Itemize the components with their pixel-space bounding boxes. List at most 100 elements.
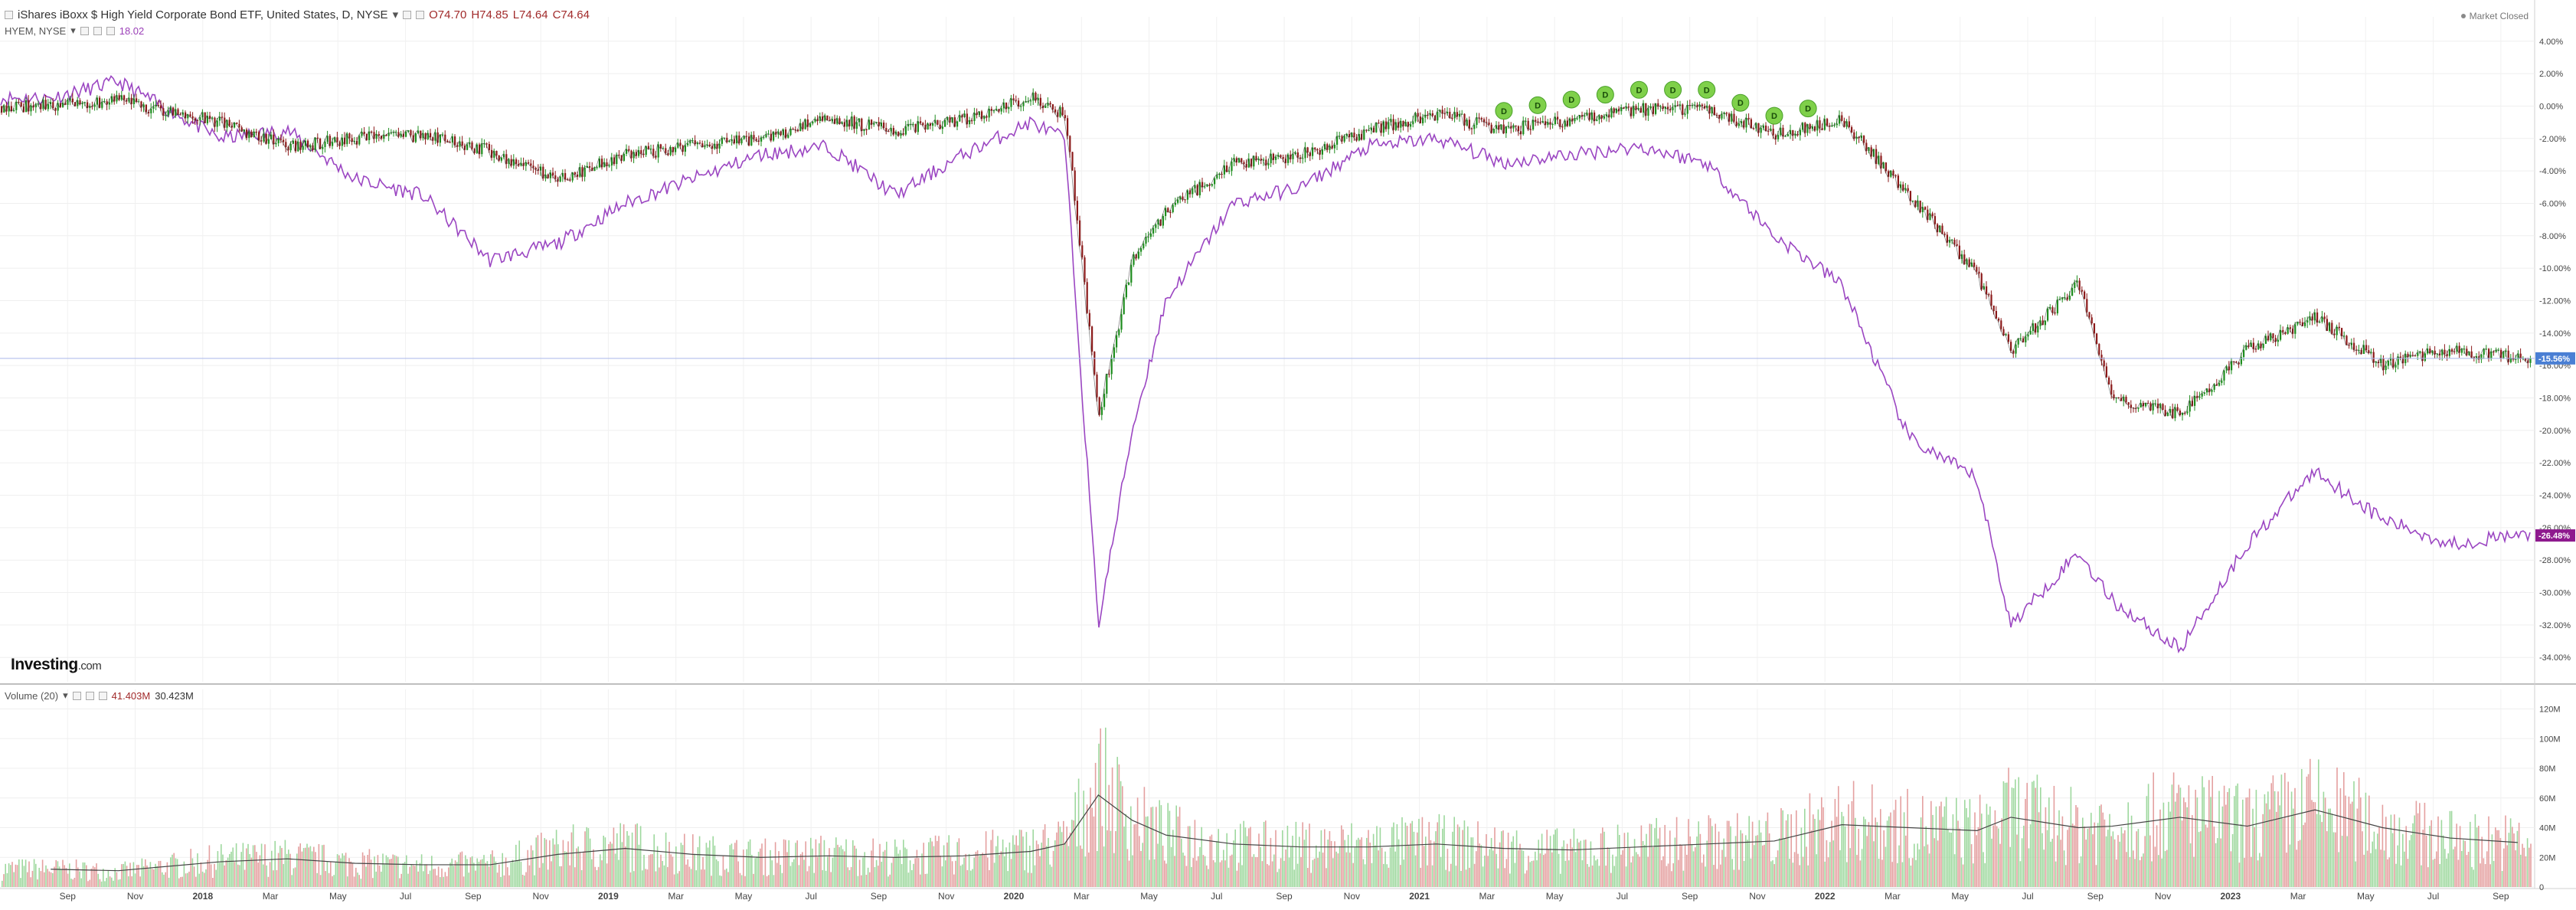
volume-bar [2425,835,2427,887]
dividend-marker[interactable]: D [1596,86,1614,104]
dividend-marker[interactable]: D [1698,80,1716,99]
volume-bar [2244,857,2245,887]
volume-bar [2286,853,2287,887]
title-dropdown-icon[interactable]: ▾ [392,8,399,21]
candle-body [236,123,238,124]
dividend-marker[interactable]: D [1799,100,1817,118]
candle-body [221,116,224,118]
volume-bar [1484,855,1486,887]
compare-hide-icon[interactable] [93,26,102,35]
volume-bar [165,872,166,887]
volume-bar [1721,849,1723,887]
candle-body [1179,196,1182,200]
volume-bar [643,854,645,887]
volume-bar [518,840,520,887]
volume-bar [2301,768,2303,887]
volume-bar [537,835,539,887]
dividend-marker[interactable]: D [1765,106,1783,125]
candle-body [724,137,726,139]
volume-bar [180,876,181,887]
candle-body [469,142,471,145]
dividend-marker[interactable]: D [1495,102,1513,120]
candle-body [2206,388,2208,393]
candle-body [1909,191,1911,201]
volume-bar [1943,806,1946,887]
candle-body [1149,233,1152,237]
volume-bar [1361,837,1362,887]
candle-body [2056,300,2058,314]
candle-body [1368,129,1370,131]
volume-bar [1322,853,1324,887]
compare-remove-icon[interactable] [106,26,115,35]
volume-bar [2124,830,2126,887]
volume-bar [406,855,407,887]
collapse-toggle-icon[interactable] [5,10,13,19]
volume-bar [1501,831,1502,887]
candle-body [1186,190,1188,200]
volume-bar [1564,860,1567,887]
volume-settings-icon[interactable] [72,691,81,700]
settings-square-icon[interactable] [403,10,412,19]
volume-bar [204,872,205,887]
volume-bar [840,845,842,887]
volume-bar [381,871,382,887]
volume-bar [1737,813,1738,887]
compare-settings-icon[interactable] [80,26,89,35]
compare-dropdown-icon[interactable]: ▾ [70,25,76,36]
volume-bar [1334,841,1335,887]
volume-bar [2346,836,2348,887]
volume-bar [1443,815,1445,887]
candle-body [1326,144,1329,150]
volume-bar [1046,846,1048,887]
volume-bar [562,840,564,887]
volume-bar [2110,836,2112,887]
volume-bar [2483,858,2485,887]
volume-bar [2161,858,2162,887]
candle-body [2184,413,2186,414]
volume-bar [1145,817,1147,887]
hide-square-icon[interactable] [416,10,425,19]
volume-bar [1994,810,1996,887]
dividend-marker[interactable]: D [1562,90,1581,109]
volume-hide-icon[interactable] [85,691,94,700]
dividend-marker[interactable]: D [1664,80,1682,99]
candle-body [988,109,990,118]
candle-body [2035,323,2037,332]
volume-bar [2139,859,2141,887]
candle-body [598,159,600,168]
volume-remove-icon[interactable] [98,691,107,700]
candle-body [601,159,603,168]
volume-bar [1551,852,1553,887]
volume-bar [234,862,236,887]
candle-body [1302,158,1304,159]
candle-body [1025,101,1027,103]
volume-bar [82,862,84,887]
candle-body [2525,358,2527,361]
volume-bar [18,859,20,887]
volume-bar [437,866,440,887]
volume-bar [917,858,920,887]
candle-body [1804,123,1806,133]
volume-bar [1463,820,1466,887]
volume-bar [1897,863,1898,887]
dividend-marker[interactable]: D [1630,80,1648,99]
candle-body [1625,106,1627,109]
candle-body [1968,259,1970,267]
dividend-marker[interactable]: D [1731,93,1750,112]
candle-body [731,139,733,141]
volume-bar [414,866,416,887]
volume-bar [718,861,719,887]
candle-body [87,102,89,109]
candle-body [1875,149,1878,165]
volume-bar [1375,845,1376,887]
volume-dropdown-icon[interactable]: ▾ [63,689,68,701]
dividend-marker[interactable]: D [1528,96,1547,114]
candle-body [2296,322,2299,325]
x-tick-label: May [735,891,753,902]
candle-body [2196,395,2198,398]
volume-bar [162,872,163,887]
compare-header: HYEM, NYSE ▾ 18.02 [5,25,144,37]
candle-body [316,137,319,139]
